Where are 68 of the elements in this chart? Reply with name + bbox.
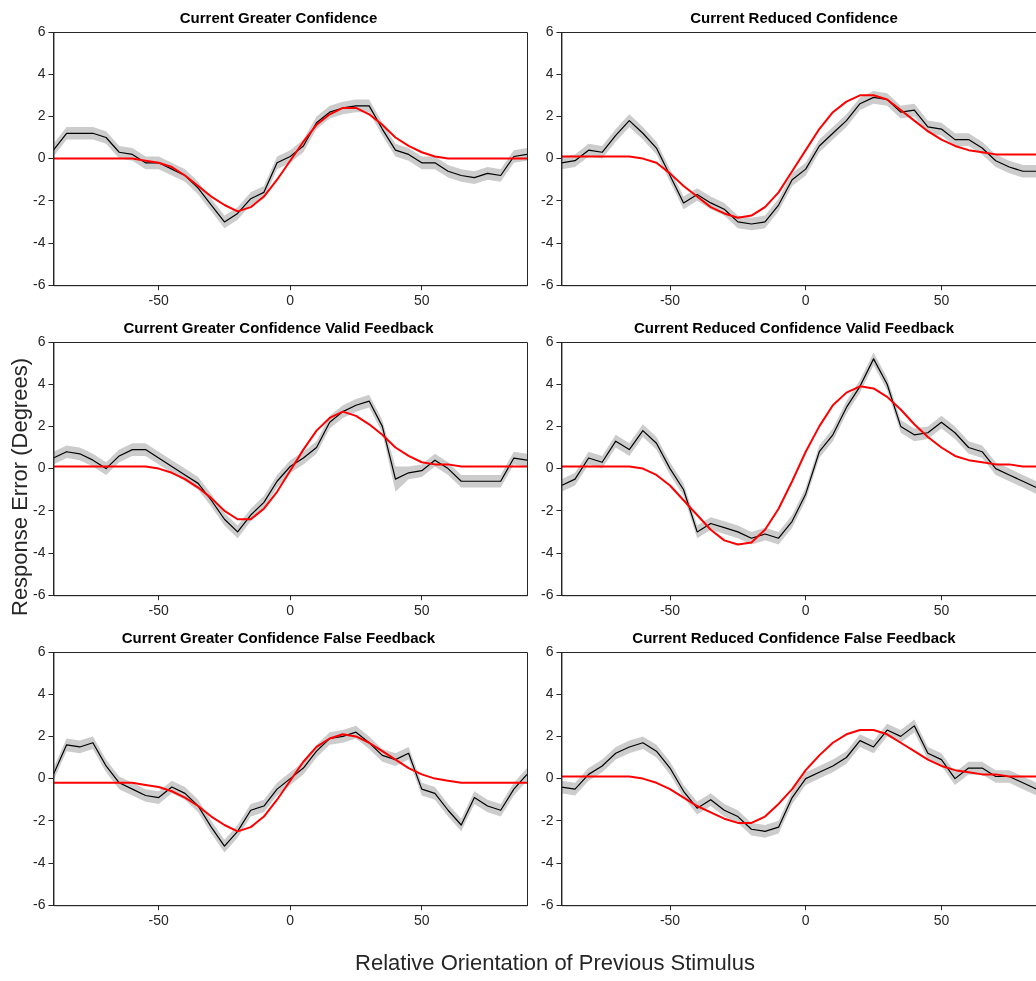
y-axis-title: Response Error (Degrees)	[7, 357, 33, 618]
y-tick-label: 6	[545, 332, 554, 349]
chart-title: Current Reduced Confidence False Feedback	[632, 629, 957, 647]
x-tick-label: 0	[801, 602, 810, 619]
y-tick-label: -2	[541, 811, 554, 828]
y-tick-label: 0	[545, 149, 554, 166]
y-tick-label: -6	[33, 586, 46, 603]
y-tick-label: -2	[33, 501, 46, 518]
x-tick-label: 50	[413, 602, 430, 619]
y-tick-label: 6	[545, 22, 554, 39]
y-tick-label: -6	[541, 896, 554, 913]
y-tick-label: 4	[545, 685, 554, 702]
y-tick-label: -6	[33, 896, 46, 913]
x-tick-label: 50	[933, 602, 950, 619]
y-tick-label: -6	[33, 276, 46, 293]
y-tick-label: -6	[541, 276, 554, 293]
chart-title: Current Greater Confidence Valid Feedback	[123, 319, 435, 337]
y-tick-label: 6	[37, 22, 46, 39]
x-tick-label: -50	[659, 292, 681, 309]
chart-title: Current Greater Confidence False Feedback	[121, 629, 436, 647]
x-tick-label: -50	[659, 912, 681, 929]
y-tick-label: 2	[545, 107, 554, 124]
x-tick-label: -50	[148, 292, 170, 309]
y-tick-label: 2	[37, 417, 46, 434]
y-tick-label: -2	[541, 501, 554, 518]
x-tick-label: 0	[286, 912, 295, 929]
x-tick-label: 0	[801, 912, 810, 929]
y-tick-label: 0	[545, 769, 554, 786]
y-tick-label: -2	[541, 191, 554, 208]
chart-title: Current Greater Confidence	[179, 9, 378, 27]
y-tick-label: 2	[37, 727, 46, 744]
y-tick-label: 0	[545, 459, 554, 476]
y-tick-label: -2	[33, 191, 46, 208]
y-tick-label: 4	[37, 65, 46, 82]
y-tick-label: 0	[37, 459, 46, 476]
x-tick-label: 50	[413, 912, 430, 929]
x-tick-label: 50	[933, 912, 950, 929]
y-tick-label: 2	[545, 727, 554, 744]
y-tick-label: 4	[37, 375, 46, 392]
y-tick-label: 0	[37, 769, 46, 786]
y-tick-label: -4	[541, 543, 554, 560]
y-tick-label: 4	[37, 685, 46, 702]
chart-title: Current Reduced Confidence Valid Feedback	[633, 319, 955, 337]
chart-title: Current Reduced Confidence	[690, 9, 898, 27]
y-tick-label: -2	[33, 811, 46, 828]
x-tick-label: 50	[933, 292, 950, 309]
x-tick-label: -50	[659, 602, 681, 619]
x-tick-label: -50	[148, 602, 170, 619]
x-axis-title: Relative Orientation of Previous Stimulus	[354, 950, 756, 976]
y-tick-label: -4	[33, 853, 46, 870]
y-tick-label: -4	[541, 233, 554, 250]
y-tick-label: 2	[545, 417, 554, 434]
x-tick-label: 0	[801, 292, 810, 309]
y-tick-label: -4	[33, 233, 46, 250]
x-tick-label: -50	[148, 912, 170, 929]
y-tick-label: 6	[545, 642, 554, 659]
y-tick-label: 2	[37, 107, 46, 124]
y-tick-label: 4	[545, 65, 554, 82]
x-tick-label: 0	[286, 292, 295, 309]
x-tick-label: 50	[413, 292, 430, 309]
x-tick-label: 0	[286, 602, 295, 619]
y-tick-label: -4	[33, 543, 46, 560]
y-tick-label: 6	[37, 642, 46, 659]
y-tick-label: -4	[541, 853, 554, 870]
y-tick-label: -6	[541, 586, 554, 603]
y-tick-label: 0	[37, 149, 46, 166]
y-tick-label: 4	[545, 375, 554, 392]
y-tick-label: 6	[37, 332, 46, 349]
